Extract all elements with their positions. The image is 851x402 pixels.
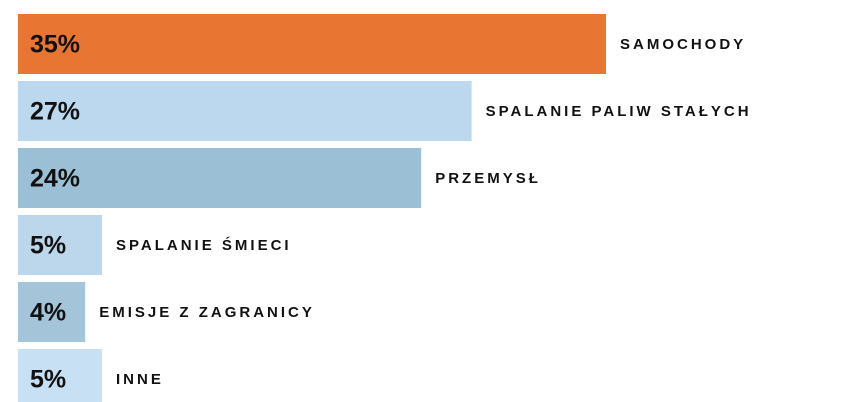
bar bbox=[18, 215, 102, 275]
bar bbox=[18, 14, 606, 74]
category-label: SPALANIE ŚMIECI bbox=[116, 236, 292, 254]
value-label: 5% bbox=[30, 232, 66, 260]
value-label: 5% bbox=[30, 366, 66, 394]
category-label: INNE bbox=[116, 371, 164, 388]
category-label: SAMOCHODY bbox=[620, 36, 746, 53]
bar bbox=[18, 81, 472, 141]
value-label: 27% bbox=[30, 98, 80, 126]
category-label: EMISJE Z ZAGRANICY bbox=[99, 304, 315, 321]
bar bbox=[18, 148, 422, 208]
value-label: 4% bbox=[30, 299, 66, 327]
bar bbox=[18, 349, 102, 402]
value-label: 24% bbox=[30, 165, 80, 193]
bar bbox=[18, 282, 86, 342]
category-label: PRZEMYSŁ bbox=[435, 170, 541, 187]
value-label: 35% bbox=[30, 31, 80, 59]
category-label: SPALANIE PALIW STAŁYCH bbox=[486, 103, 752, 120]
